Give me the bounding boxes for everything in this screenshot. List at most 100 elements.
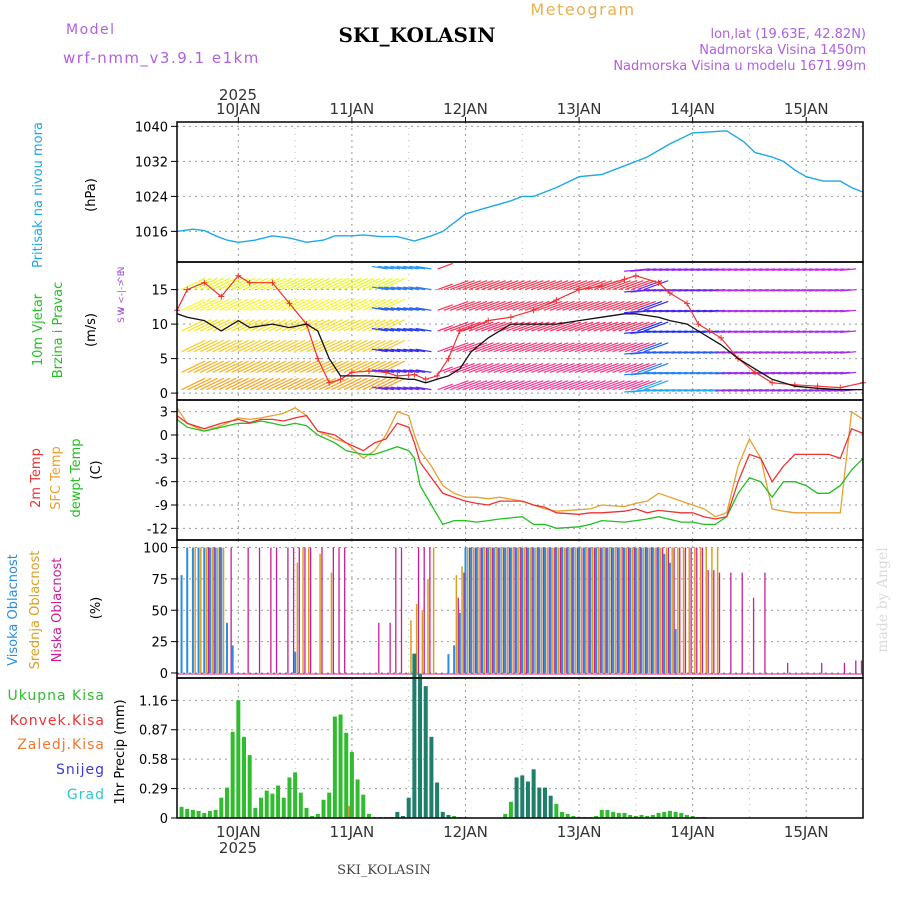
cloud-low-bar bbox=[616, 547, 618, 673]
precip-bar bbox=[435, 782, 440, 818]
elevation-model: Nadmorska Visina u modelu 1671.99m bbox=[613, 59, 866, 74]
cloud-low-bar bbox=[673, 547, 675, 673]
wind-barb bbox=[449, 362, 475, 373]
top-year-label: 2025 bbox=[219, 86, 257, 104]
wind-barb bbox=[243, 360, 268, 373]
wind-barb bbox=[331, 339, 356, 353]
y-tick-label: 15 bbox=[151, 284, 168, 299]
precip-bar bbox=[537, 787, 542, 818]
wind-barb bbox=[556, 342, 581, 353]
wind-barb bbox=[840, 268, 857, 271]
cloud-mid-bar bbox=[620, 547, 622, 673]
wind-gust-marker bbox=[218, 293, 225, 300]
cloud-low-bar bbox=[298, 547, 300, 673]
wind-barb bbox=[225, 319, 249, 332]
wind-barb bbox=[618, 321, 644, 332]
precip-bar bbox=[242, 736, 247, 818]
wind-barb bbox=[243, 298, 268, 311]
wind-gust-marker bbox=[348, 369, 355, 376]
wind-barb bbox=[396, 307, 413, 311]
wind-barb bbox=[384, 286, 401, 291]
wind-barb bbox=[493, 380, 519, 391]
wind-barb bbox=[549, 300, 575, 311]
wind-barb bbox=[343, 360, 368, 373]
wind-barb bbox=[181, 298, 206, 311]
cloud-high-bar bbox=[674, 629, 677, 673]
wind-barb bbox=[562, 300, 588, 311]
precip-bar bbox=[565, 813, 570, 818]
wind-barb bbox=[181, 360, 206, 373]
wind-barb bbox=[506, 300, 532, 311]
wind-barb bbox=[481, 300, 507, 311]
wind-barb bbox=[606, 280, 631, 291]
wind-barb bbox=[371, 386, 388, 391]
cloud-low-bar bbox=[417, 547, 420, 673]
precip-bar bbox=[264, 790, 269, 818]
wind-gust-marker bbox=[621, 276, 628, 283]
precip-bar bbox=[366, 813, 371, 818]
cloud-mid-bar bbox=[643, 547, 645, 673]
wind-barb bbox=[512, 300, 538, 311]
wind-barb bbox=[524, 280, 550, 291]
cloud-high-bar bbox=[617, 547, 620, 673]
wind-barb bbox=[243, 377, 268, 391]
cloud-low-bar bbox=[582, 547, 584, 673]
wind-barb bbox=[512, 342, 538, 353]
cloud-high-bar bbox=[555, 547, 558, 673]
wind-gust-marker bbox=[434, 372, 441, 379]
wind-barb bbox=[403, 286, 420, 291]
wind-barb bbox=[396, 369, 413, 373]
cloud-high-bar bbox=[186, 547, 189, 673]
precip-bar bbox=[508, 801, 513, 818]
wind-barb bbox=[362, 360, 387, 373]
cloud-low-bar bbox=[429, 547, 431, 673]
wind-barb bbox=[331, 319, 356, 332]
wind-barb bbox=[362, 377, 387, 391]
wind-barb bbox=[449, 280, 475, 291]
cloud-high-bar bbox=[526, 547, 529, 673]
cloud-high-bar bbox=[634, 547, 637, 673]
wind-barb bbox=[371, 307, 388, 311]
wind-barb bbox=[306, 360, 331, 373]
wind-dir-s: S bbox=[117, 317, 127, 323]
wind-gust-marker bbox=[706, 328, 713, 334]
wind-gust-marker bbox=[422, 376, 429, 383]
wind-barb bbox=[443, 362, 469, 373]
cloud-mid-bar bbox=[222, 547, 225, 673]
cloud-low-bar bbox=[338, 547, 340, 673]
precip-bar bbox=[616, 812, 621, 818]
cloud-low-bar bbox=[287, 547, 289, 673]
wind-barb bbox=[574, 362, 600, 373]
wind-barb bbox=[212, 298, 237, 311]
precip-bar bbox=[571, 815, 576, 818]
cloud-mid-bar bbox=[586, 547, 588, 673]
wind-gust-marker bbox=[314, 355, 321, 362]
wind-barb bbox=[281, 377, 306, 391]
wind-barb bbox=[206, 377, 231, 391]
cloud-high-bar bbox=[646, 547, 649, 673]
wind-barb bbox=[356, 339, 381, 353]
precip-bar bbox=[520, 775, 525, 818]
wind-barb bbox=[593, 380, 619, 391]
wind-barb bbox=[456, 380, 482, 391]
cloud-high-bar bbox=[214, 547, 217, 673]
wind-barb bbox=[237, 360, 262, 373]
cloud-high-bar bbox=[458, 612, 461, 673]
cloud-low-bar bbox=[219, 547, 221, 673]
wind-barb bbox=[468, 380, 494, 391]
cloud-low-bar bbox=[270, 547, 272, 673]
cloud-mid-bar bbox=[523, 547, 526, 673]
precip-bar bbox=[190, 809, 195, 818]
wind-barb bbox=[474, 362, 500, 373]
wind-barb bbox=[396, 265, 413, 270]
wind-barb bbox=[537, 362, 563, 373]
cloud-mid-bar bbox=[319, 553, 321, 673]
wind-gust-marker bbox=[382, 369, 389, 376]
wind-barb bbox=[396, 286, 413, 291]
wind-barb bbox=[362, 319, 387, 332]
wind-barb bbox=[415, 286, 432, 291]
wind-barb bbox=[274, 377, 299, 391]
wind-barb bbox=[343, 377, 368, 391]
wind-gust-marker bbox=[405, 372, 412, 379]
